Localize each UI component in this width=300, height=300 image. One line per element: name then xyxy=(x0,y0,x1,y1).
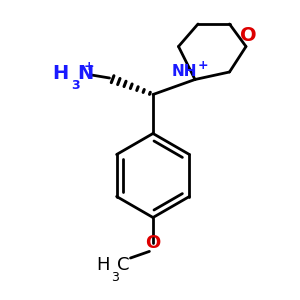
Text: H: H xyxy=(53,64,69,83)
Text: O: O xyxy=(146,234,160,252)
Text: 3: 3 xyxy=(71,79,80,92)
Text: NH: NH xyxy=(172,64,197,80)
Text: O: O xyxy=(240,26,256,45)
Text: 3: 3 xyxy=(111,271,119,284)
Text: C: C xyxy=(117,256,130,274)
Text: +: + xyxy=(198,59,208,72)
Text: H: H xyxy=(96,256,110,274)
Text: +: + xyxy=(84,60,94,74)
Text: N: N xyxy=(77,64,93,83)
